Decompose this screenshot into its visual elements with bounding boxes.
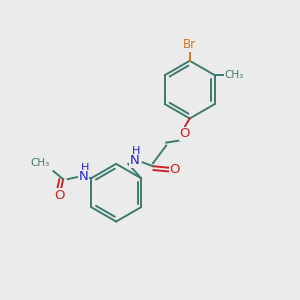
Text: O: O — [179, 127, 190, 140]
Text: CH₃: CH₃ — [224, 70, 244, 80]
Text: N: N — [130, 154, 140, 167]
Text: O: O — [169, 163, 180, 176]
Text: CH₃: CH₃ — [30, 158, 49, 168]
Text: H: H — [81, 163, 89, 173]
Text: O: O — [54, 189, 65, 202]
Text: H: H — [132, 146, 140, 157]
Text: Br: Br — [183, 38, 196, 51]
Text: N: N — [79, 170, 89, 183]
